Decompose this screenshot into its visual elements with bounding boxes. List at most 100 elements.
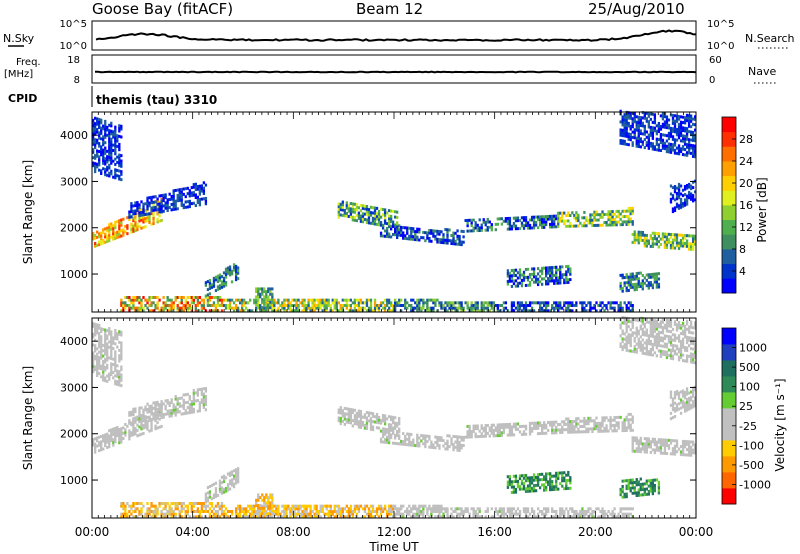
power-cell [323, 306, 326, 310]
velocity-cell [222, 480, 226, 484]
velocity-cell [492, 431, 495, 435]
power-cell [599, 215, 602, 219]
velocity-cell [500, 510, 504, 513]
power-cell [170, 309, 173, 313]
power-cell [623, 139, 626, 143]
velocity-cell [402, 442, 405, 446]
power-cell [498, 304, 501, 307]
power-cell [460, 229, 463, 233]
power-cell [526, 221, 530, 225]
power-cell [581, 304, 584, 307]
power-cell [687, 116, 691, 120]
velocity-cell [202, 403, 206, 407]
power-cell [677, 196, 681, 200]
power-cell [168, 298, 171, 302]
velocity-cell [619, 507, 622, 511]
power-cell [148, 204, 151, 208]
power-cell [685, 202, 689, 206]
power-cell [683, 118, 687, 122]
velocity-cell [627, 507, 630, 511]
velocity-cell [100, 442, 103, 446]
velocity-cell [460, 443, 463, 447]
power-cell [138, 301, 141, 305]
power-cell [180, 306, 183, 310]
power-cell [629, 116, 632, 120]
power-cell [524, 304, 528, 307]
power-cell [512, 224, 516, 228]
power-cell [675, 119, 679, 123]
power-cell [192, 301, 195, 305]
power-cell [243, 301, 246, 305]
velocity-cell [160, 510, 163, 513]
velocity-cell [192, 407, 195, 411]
power-cell [466, 306, 469, 310]
power-cell [198, 296, 202, 299]
power-cell [365, 213, 369, 217]
power-cell [104, 125, 107, 129]
power-cell [190, 194, 193, 198]
velocity-cell [337, 408, 340, 412]
power-cell [132, 229, 135, 233]
power-cell [472, 306, 475, 310]
power-cell [140, 298, 143, 302]
power-cell [269, 300, 272, 304]
velocity-cell [222, 504, 226, 508]
velocity-cell [321, 510, 324, 513]
velocity-cell [265, 510, 268, 513]
velocity-cell [257, 515, 260, 519]
power-cell [257, 292, 260, 296]
power-cell [381, 223, 385, 227]
power-cell [118, 142, 121, 146]
power-cell [663, 245, 667, 249]
power-cell [112, 226, 115, 230]
velocity-cell [226, 472, 230, 476]
power-cell [518, 271, 522, 275]
velocity-cell [571, 507, 574, 511]
power-cell [257, 295, 260, 299]
velocity-cell [446, 507, 449, 511]
power-cell [166, 203, 169, 207]
power-cell [667, 145, 671, 149]
velocity-cell [132, 504, 135, 508]
power-cell [545, 269, 548, 273]
power-cell [255, 309, 258, 313]
power-cell [679, 203, 683, 207]
power-cell [510, 309, 514, 313]
power-cell [637, 145, 640, 148]
power-cell [430, 229, 433, 233]
power-cell [295, 309, 298, 313]
power-cell [341, 203, 344, 207]
power-cell [104, 127, 107, 131]
power-cell [379, 301, 383, 305]
power-colorbar-label: 20 [739, 177, 753, 190]
velocity-cell [265, 496, 268, 500]
power-cell [663, 125, 667, 129]
power-cell [547, 266, 550, 270]
power-cell [681, 115, 685, 119]
power-cell [377, 309, 381, 313]
velocity-cell [108, 442, 111, 446]
power-cell [142, 306, 145, 310]
power-cell [263, 303, 266, 307]
power-cell [637, 137, 640, 140]
velocity-cell [321, 507, 324, 511]
velocity-cell [291, 507, 294, 511]
velocity-cell [261, 504, 264, 508]
power-cell [96, 138, 99, 142]
velocity-cell [430, 510, 433, 513]
velocity-cell [293, 504, 296, 508]
velocity-cell [516, 507, 520, 511]
power-cell [118, 145, 121, 149]
velocity-cell [94, 365, 97, 369]
velocity-cell [357, 422, 361, 426]
power-cell [512, 271, 516, 275]
power-cell [118, 153, 121, 157]
power-cell [532, 280, 536, 284]
power-cell [601, 213, 604, 217]
power-cell [569, 278, 572, 282]
velocity-cell [508, 422, 512, 426]
velocity-cell [200, 507, 204, 511]
power-cell [661, 114, 665, 118]
power-cell [559, 281, 562, 285]
velocity-cell [514, 427, 518, 431]
